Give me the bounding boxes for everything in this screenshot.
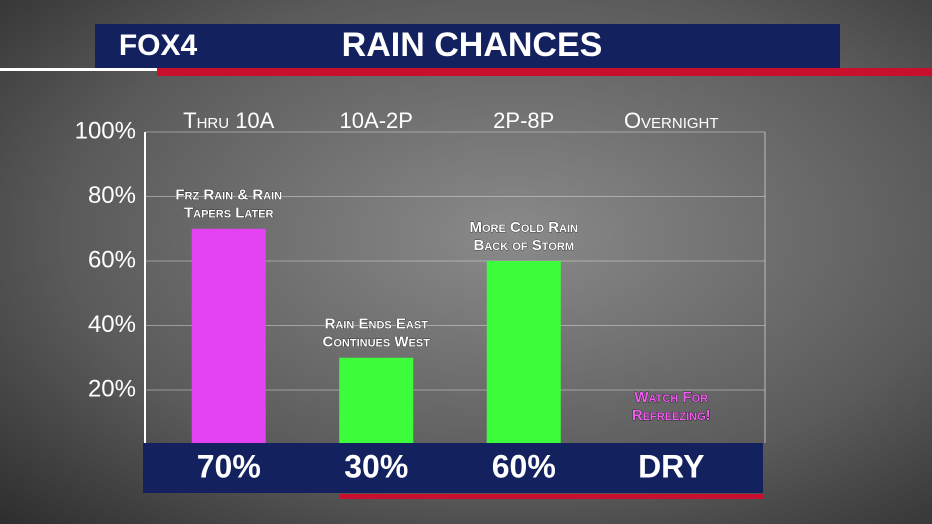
title-rule-left — [0, 68, 157, 71]
value-label: 70% — [197, 448, 261, 484]
logo: FOX4 — [119, 29, 198, 62]
x-tick-label: Overnight — [624, 108, 719, 133]
y-tick-label: 60% — [88, 246, 136, 273]
annotation: Back of Storm — [474, 237, 574, 254]
annotation: Tapers Later — [184, 205, 274, 222]
y-tick-label: 40% — [88, 311, 136, 338]
y-tick-label: 20% — [88, 375, 136, 402]
annotation: Continues West — [323, 334, 431, 351]
bar — [339, 357, 414, 443]
x-tick-label: 10A-2P — [340, 108, 413, 133]
y-tick-label: 80% — [88, 182, 136, 209]
value-panel-rule — [340, 494, 763, 499]
annotation: Frz Rain & Rain — [175, 187, 282, 204]
y-tick-label: 100% — [75, 117, 136, 144]
x-tick-label: Thru 10A — [183, 108, 275, 133]
annotation: Refreezing! — [632, 407, 711, 424]
value-bar-panel — [143, 443, 763, 493]
value-label: 60% — [492, 448, 556, 484]
value-label: 30% — [344, 448, 408, 484]
value-label: DRY — [638, 448, 704, 484]
bar — [191, 228, 266, 443]
annotation: Watch For — [634, 389, 708, 406]
annotation: Rain Ends East — [325, 316, 429, 333]
bar — [486, 261, 561, 443]
chart-title: RAIN CHANCES — [342, 26, 603, 64]
x-tick-label: 2P-8P — [493, 108, 554, 133]
title-bar — [95, 24, 840, 68]
title-rule — [157, 68, 932, 76]
annotation: More Cold Rain — [470, 219, 579, 236]
